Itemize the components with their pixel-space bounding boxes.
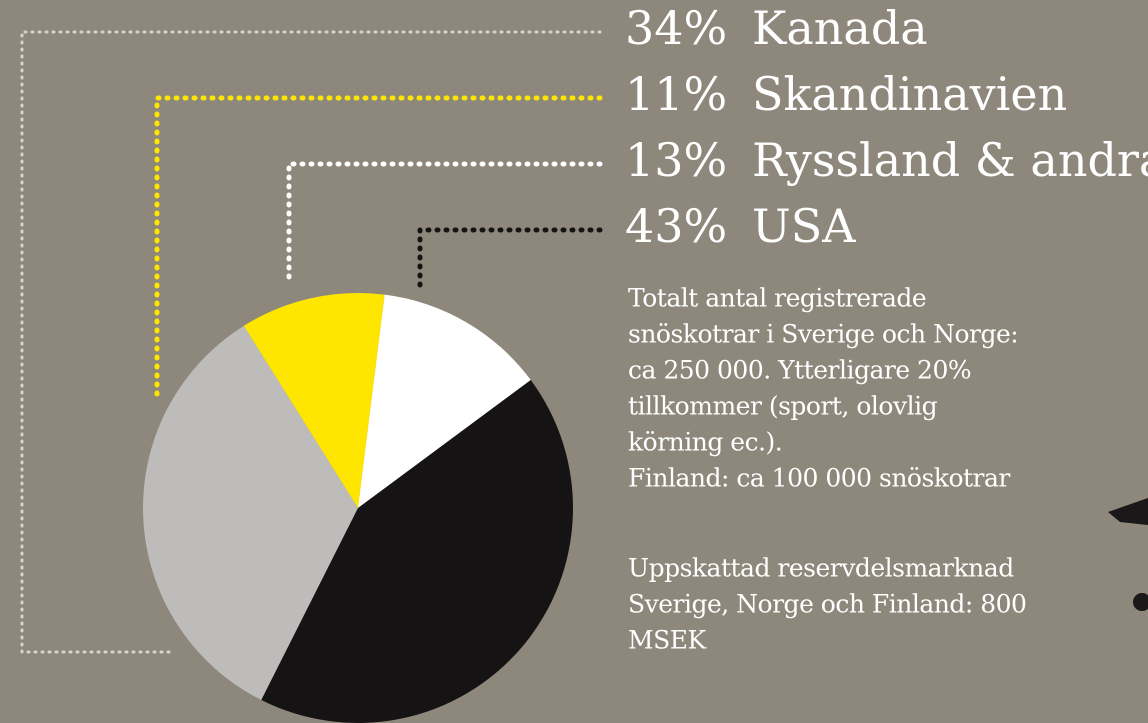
note-line: Totalt antal registrerade xyxy=(628,284,926,313)
pie-slice xyxy=(143,325,358,701)
note-line: körning ec.). xyxy=(628,428,782,457)
note-line: Uppskattad reservdelsmarknad xyxy=(628,554,1014,583)
pie-slice xyxy=(261,380,573,723)
legend-label: Ryssland & andra xyxy=(752,133,1148,187)
legend-label: USA xyxy=(752,199,856,253)
note-line: MSEK xyxy=(628,626,707,655)
legend-value: 34% xyxy=(625,1,727,55)
connector xyxy=(286,161,603,285)
legend-label: Skandinavien xyxy=(752,67,1067,121)
pie-slice xyxy=(358,294,531,508)
note-line: ca 250 000. Ytterligare 20% xyxy=(628,356,971,385)
note-line: snöskotrar i Sverige och Norge: xyxy=(628,320,1018,349)
connector xyxy=(417,227,603,288)
note-line: Finland: ca 100 000 snöskotrar xyxy=(628,464,1010,493)
note-line: tillkommer (sport, olovlig xyxy=(628,392,938,421)
legend-value: 11% xyxy=(625,67,727,121)
snowmobile-silhouette xyxy=(1108,498,1148,611)
note-line: Sverige, Norge och Finland: 800 xyxy=(628,590,1026,619)
legend-label: Kanada xyxy=(752,1,928,55)
legend-value: 43% xyxy=(625,199,727,253)
legend-value: 13% xyxy=(625,133,727,187)
connector xyxy=(154,95,603,401)
pie-slice xyxy=(243,293,385,508)
connector xyxy=(20,30,602,654)
